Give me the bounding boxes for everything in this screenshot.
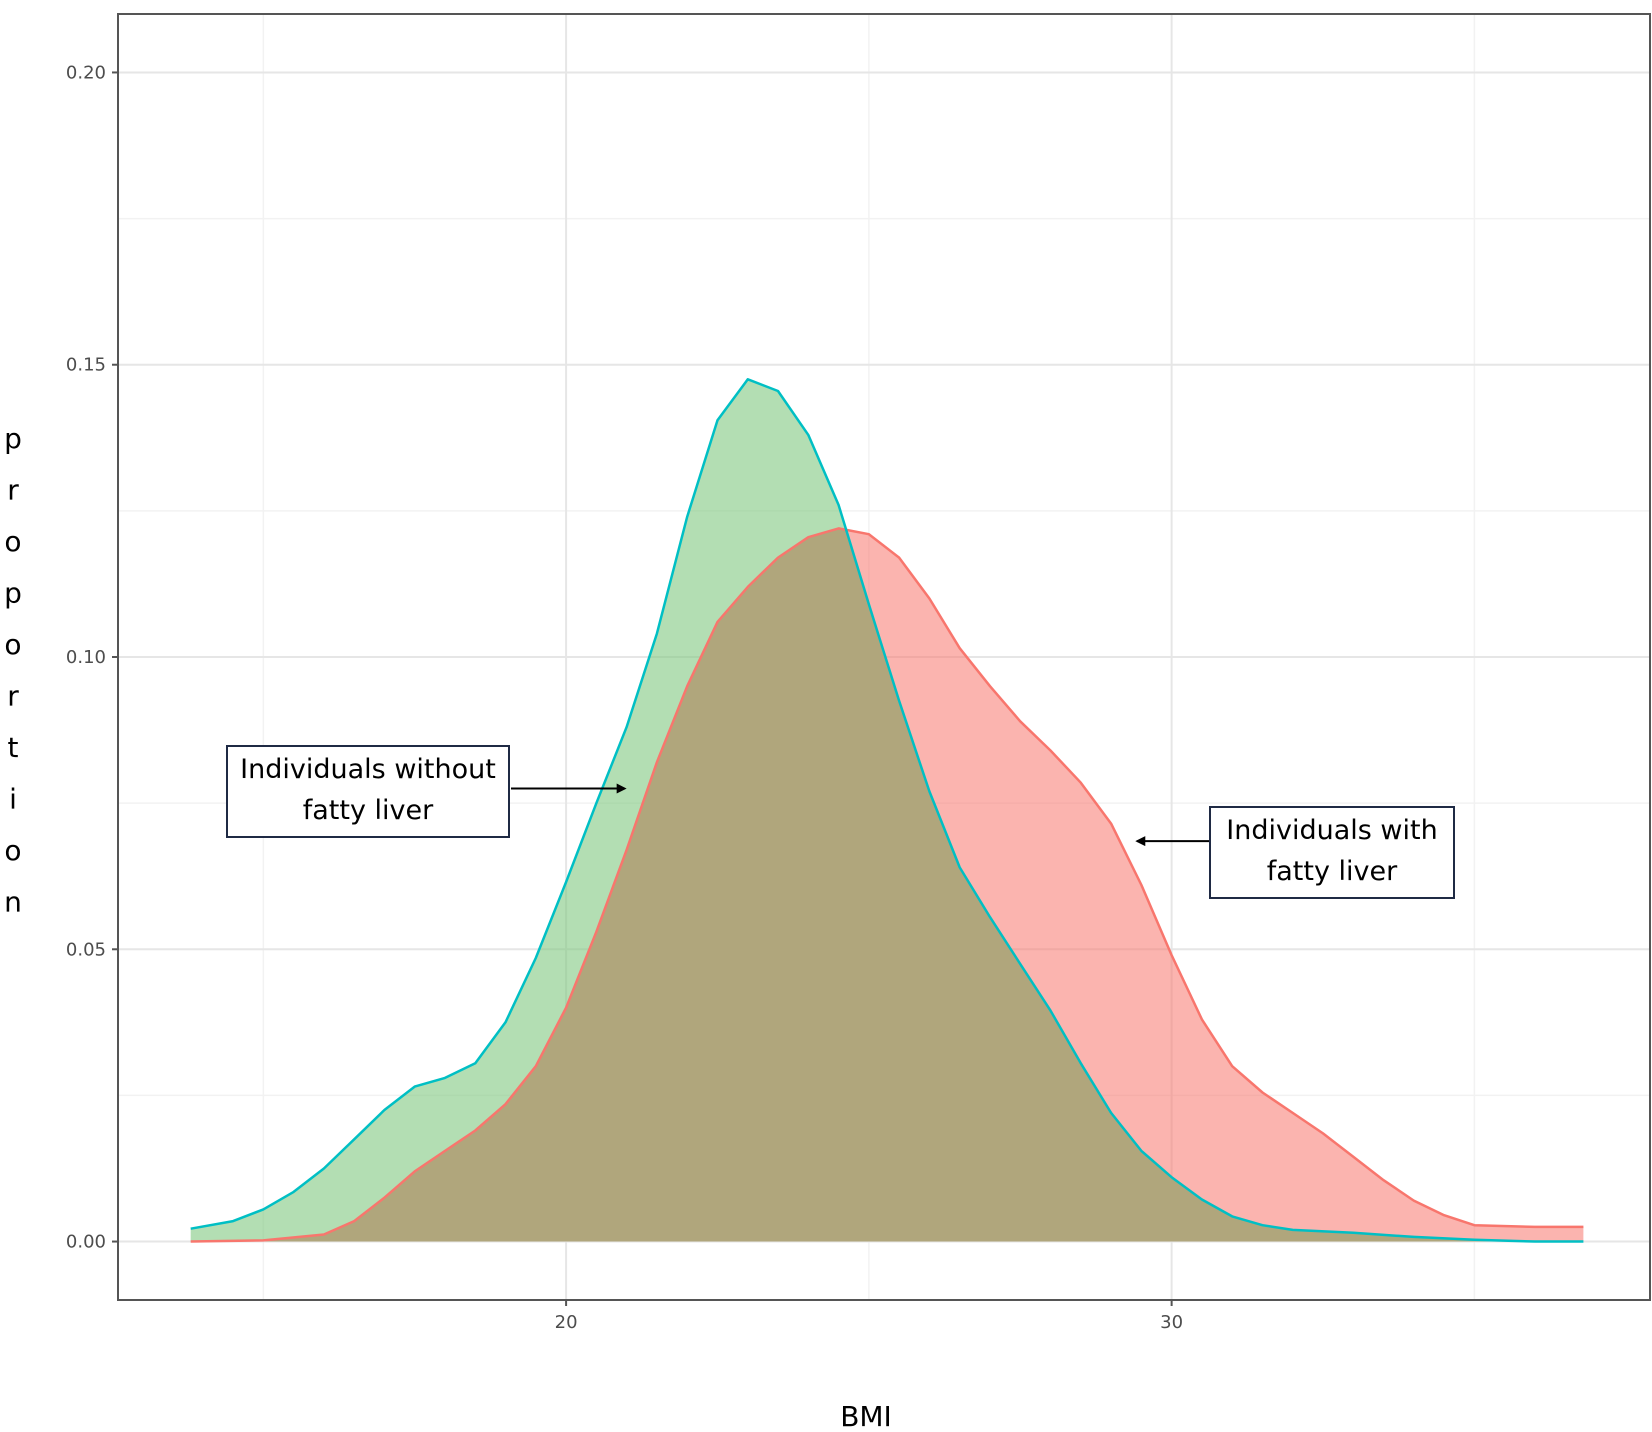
y-axis-title-letter-1: r	[7, 474, 19, 507]
density-areas	[190, 378, 1584, 1243]
y-axis-title-letter-9: n	[4, 886, 22, 919]
y-axis-title-letter-8: o	[4, 834, 21, 867]
y-axis-title-letter-0: p	[4, 422, 22, 455]
annotation-with-line-2: fatty liver	[1266, 856, 1398, 887]
axis-ticks: 0.00 0.05 0.10 0.15 0.20 20 30	[66, 62, 1183, 1333]
x-tick-label-1: 30	[1160, 1312, 1183, 1333]
y-tick-label-2: 0.10	[66, 647, 106, 668]
annotation-without-line-1: Individuals without	[240, 754, 496, 785]
annotation-without-fatty-liver: Individuals without fatty liver	[226, 745, 510, 838]
annotation-with-fatty-liver: Individuals with fatty liver	[1209, 806, 1455, 899]
y-axis-title-letter-3: p	[4, 577, 22, 610]
density-line-1	[190, 378, 1584, 1243]
y-tick-label-3: 0.15	[66, 355, 106, 376]
density-line-0	[190, 527, 1584, 1243]
y-tick-label-1: 0.05	[66, 939, 106, 960]
x-axis-title: BMI	[840, 1400, 892, 1432]
annotation-with-line-1: Individuals with	[1226, 815, 1438, 846]
y-tick-label-0: 0.00	[66, 1232, 106, 1253]
annotation-without-line-2: fatty liver	[302, 795, 434, 826]
y-axis-title-letter-7: i	[9, 783, 17, 816]
y-tick-label-4: 0.20	[66, 62, 106, 83]
y-axis-title-letter-2: o	[4, 525, 21, 558]
y-axis-title-letter-6: t	[8, 731, 19, 764]
y-axis-title-letter-5: r	[7, 680, 19, 713]
annotation-arrows	[511, 783, 1209, 847]
y-axis-title-letter-4: o	[4, 628, 21, 661]
x-tick-label-0: 20	[555, 1312, 578, 1333]
